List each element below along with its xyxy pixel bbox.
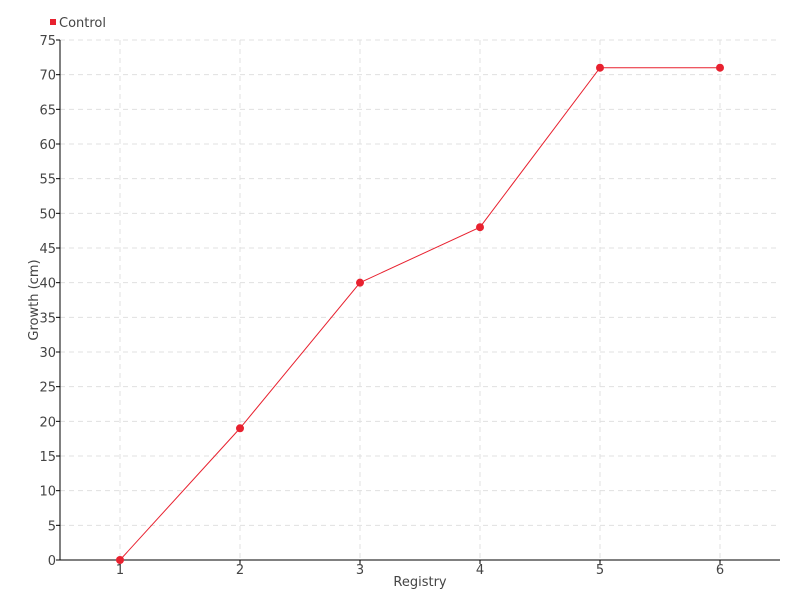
series-line — [119, 67, 720, 561]
y-tick-label: 0 — [48, 554, 56, 569]
y-tick-label: 40 — [39, 277, 56, 292]
x-tick-label: 6 — [716, 563, 724, 578]
y-tick-label: 55 — [39, 173, 56, 188]
data-point — [716, 63, 724, 72]
y-tick-label: 65 — [39, 103, 56, 118]
y-tick-label: 50 — [39, 207, 56, 222]
data-point — [596, 63, 604, 72]
grid — [60, 39, 780, 560]
y-tick-label: 45 — [39, 242, 56, 257]
x-tick-label: 5 — [596, 563, 604, 578]
y-tick-label: 5 — [48, 519, 56, 534]
x-axis-label: Registry — [393, 575, 447, 590]
series-control — [116, 63, 724, 564]
data-point — [476, 223, 484, 232]
x-tick-label: 2 — [236, 563, 244, 578]
y-tick-label: 20 — [39, 415, 56, 430]
data-point — [356, 278, 364, 287]
y-tick-label: 35 — [39, 311, 56, 326]
x-tick-label: 1 — [116, 563, 124, 578]
y-axis-label: Growth (cm) — [27, 259, 42, 340]
y-tick-label: 60 — [39, 138, 56, 153]
y-tick-label: 25 — [39, 381, 56, 396]
legend-swatch-control — [50, 19, 56, 25]
y-tick-label: 70 — [39, 69, 56, 84]
y-tick-label: 10 — [39, 485, 56, 500]
data-point — [236, 424, 244, 433]
x-tick-label: 4 — [476, 563, 484, 578]
y-tick-label: 30 — [39, 346, 56, 361]
x-tick-label: 3 — [356, 563, 364, 578]
data-point — [116, 556, 124, 564]
y-tick-label: 75 — [39, 34, 56, 49]
legend: Control — [50, 16, 106, 31]
legend-label-control: Control — [59, 16, 106, 31]
y-tick-label: 15 — [39, 450, 56, 465]
